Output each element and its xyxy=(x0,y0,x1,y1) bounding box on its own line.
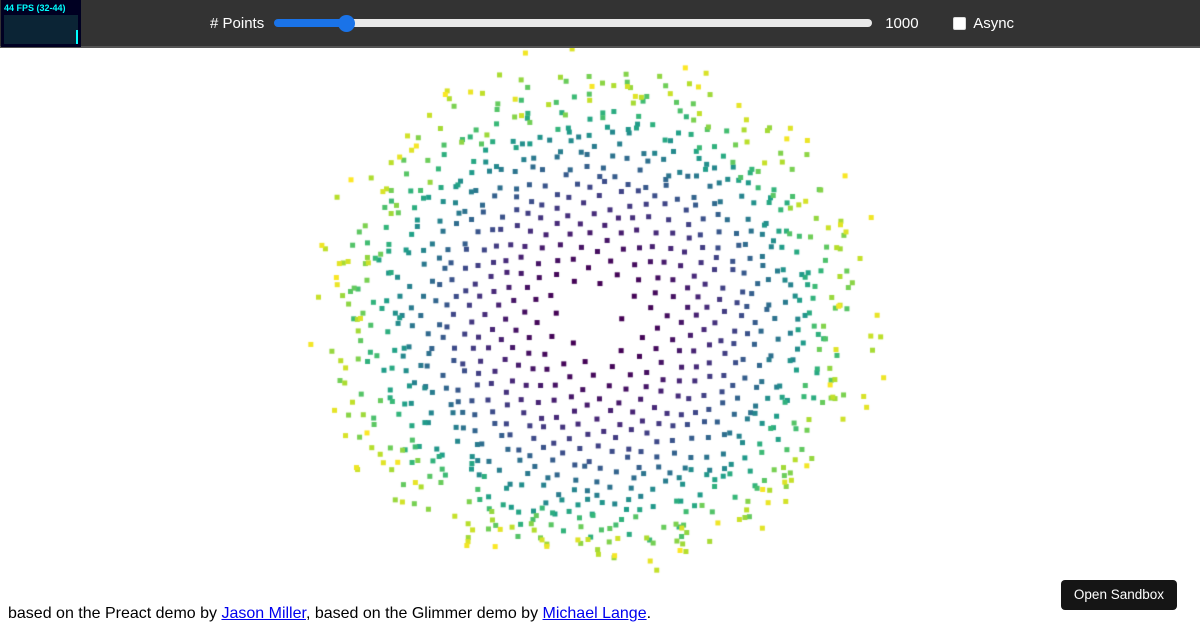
points-count-value: 1000 xyxy=(885,14,919,32)
async-checkbox-label: Async xyxy=(973,14,1015,32)
points-slider[interactable] xyxy=(274,14,873,32)
fps-graph-bar xyxy=(76,30,78,44)
michael-lange-link[interactable]: Michael Lange xyxy=(542,605,647,622)
jason-miller-link[interactable]: Jason Miller xyxy=(221,605,306,622)
points-spiral-canvas xyxy=(0,48,1200,630)
fps-graph xyxy=(4,15,78,44)
attribution-suffix: . xyxy=(646,605,652,622)
points-slider-label: # Points xyxy=(210,14,265,32)
toolbar: 44 FPS (32-44) # Points 1000 Async xyxy=(0,0,1200,48)
async-checkbox[interactable] xyxy=(953,16,967,30)
attribution-middle: , based on the Glimmer demo by xyxy=(305,605,543,622)
attribution-prefix: based on the Preact demo by xyxy=(8,605,222,622)
open-sandbox-button[interactable]: Open Sandbox xyxy=(1060,580,1177,610)
fps-meter[interactable]: 44 FPS (32-44) xyxy=(1,0,81,47)
attribution-text: based on the Preact demo by Jason Miller… xyxy=(8,605,651,623)
demo-area: based on the Preact demo by Jason Miller… xyxy=(0,48,1200,630)
async-toggle-group: Async xyxy=(953,15,1014,32)
fps-readout: 44 FPS (32-44) xyxy=(4,3,66,13)
